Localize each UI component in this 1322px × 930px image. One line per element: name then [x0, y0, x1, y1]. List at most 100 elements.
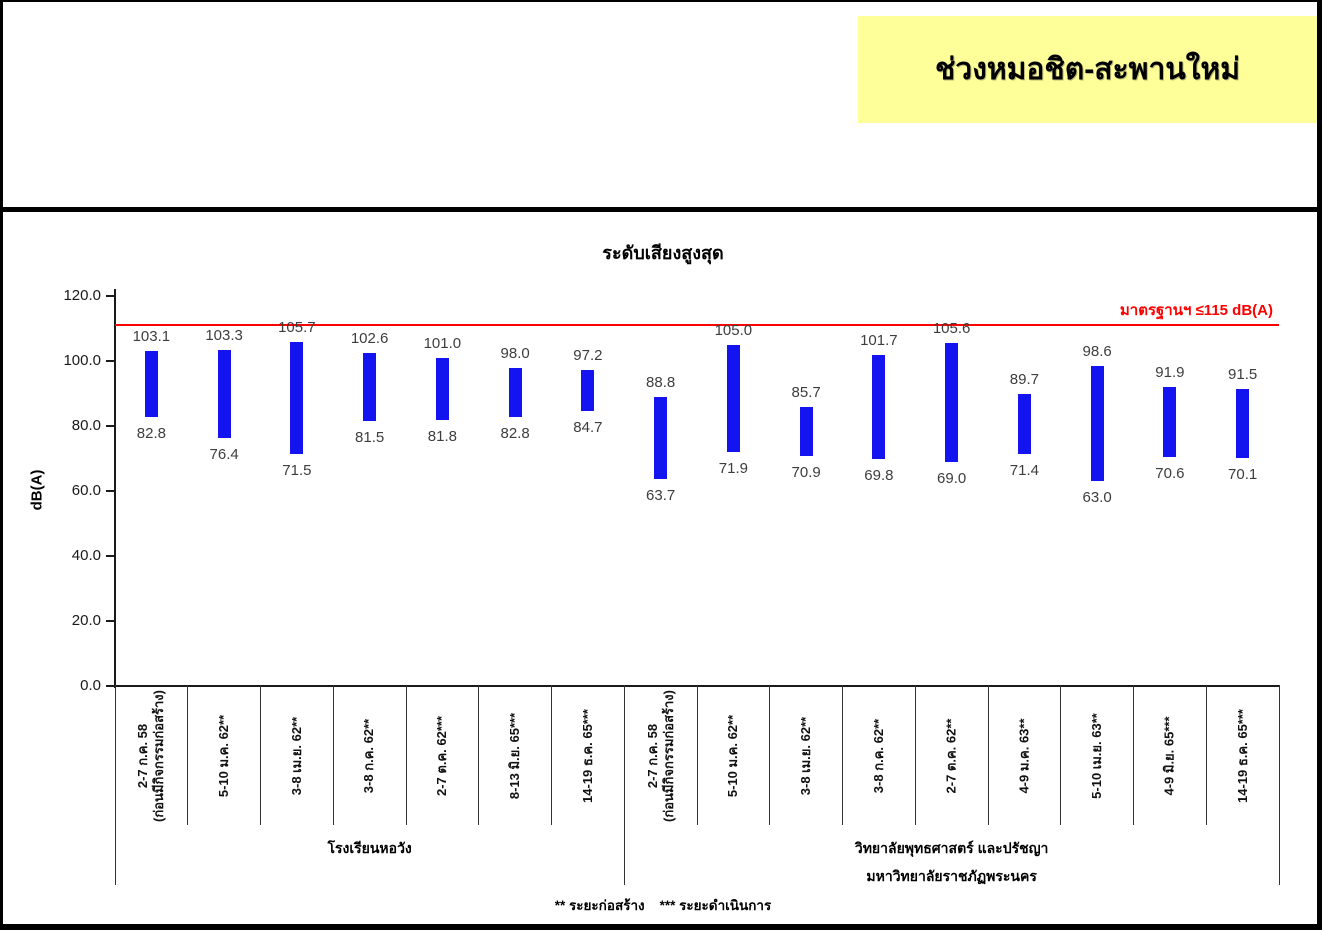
category-divider: [260, 685, 261, 825]
max-value-label: 91.9: [1155, 364, 1185, 382]
x-category-label: 3-8 เม.ย. 62**: [798, 716, 814, 796]
range-bar: [726, 344, 740, 453]
max-value-label: 101.0: [423, 334, 462, 352]
min-value-label: 82.8: [136, 424, 166, 442]
category-divider: [332, 685, 334, 825]
chart-panel: ระดับเสียงสูงสุด มาตรฐานฯ ≤115 dB(A) dB(…: [3, 212, 1317, 924]
category-divider: [405, 685, 407, 825]
min-value-label: 69.8: [864, 467, 894, 485]
min-value-label: 81.8: [427, 428, 457, 446]
x-category-label: 2-7 ก.ค. 58 (ก่อนมีกิจกรรมก่อสร้าง): [135, 690, 167, 822]
min-value-label: 63.0: [1082, 489, 1112, 507]
category-divider: [1133, 685, 1134, 825]
range-bar: [945, 342, 959, 462]
station-group-label: วิทยาลัยพุทธศาสตร์ และปรัชญา: [854, 840, 1049, 856]
x-category-label: 8-13 มิ.ย. 65***: [507, 712, 523, 800]
y-tick-label: 80.0: [71, 417, 101, 434]
x-category-cell: 5-10 เม.ย. 63**: [1061, 690, 1134, 822]
min-value-label: 81.5: [355, 429, 385, 447]
x-category-label: 5-10 ม.ค. 62**: [216, 714, 232, 798]
section-title: ช่วงหมอชิต-สะพานใหม่: [934, 53, 1240, 86]
category-divider: [1205, 685, 1207, 825]
x-category-cell: 3-8 เม.ย. 62**: [261, 690, 334, 822]
category-divider: [987, 685, 989, 825]
x-category-cell: 14-19 ธ.ค. 65***: [1206, 690, 1279, 822]
max-value-label: 102.6: [350, 329, 389, 347]
y-tick: [106, 425, 115, 427]
range-bar: [799, 407, 813, 456]
min-value-label: 71.9: [718, 460, 748, 478]
y-tick-label: 100.0: [63, 352, 101, 369]
max-value-label: 88.8: [646, 374, 676, 392]
max-value-label: 105.6: [932, 319, 971, 337]
max-value-label: 103.3: [205, 327, 243, 345]
range-bar: [144, 350, 158, 417]
x-category-cell: 4-9 มิ.ย. 65***: [1134, 690, 1207, 822]
range-bar: [654, 397, 668, 479]
range-bar: [1017, 394, 1031, 454]
category-divider: [478, 685, 480, 825]
min-value-label: 71.5: [282, 461, 312, 479]
x-axis-line: [106, 685, 1279, 687]
max-value-label: 105.7: [278, 319, 316, 337]
y-tick-label: 40.0: [71, 547, 101, 564]
max-value-label: 91.5: [1228, 365, 1258, 383]
section-title-box: ช่วงหมอชิต-สะพานใหม่: [858, 16, 1317, 123]
category-divider: [114, 685, 116, 885]
range-bar: [217, 350, 231, 438]
range-bar: [1163, 387, 1177, 457]
x-category-label: 2-7 ต.ค. 62**: [943, 718, 959, 794]
x-category-label: 14-19 ธ.ค. 65***: [579, 709, 595, 803]
category-divider: [187, 685, 189, 825]
category-divider: [551, 685, 552, 825]
category-divider: [914, 685, 916, 825]
x-category-label: 4-9 ม.ค. 63**: [1016, 718, 1032, 794]
station-group-label: โรงเรียนหอวัง: [327, 840, 412, 856]
category-divider: [1060, 685, 1062, 825]
x-category-cell: 4-9 ม.ค. 63**: [988, 690, 1061, 822]
y-tick: [106, 620, 115, 622]
range-bar: [1090, 365, 1104, 482]
x-category-cell: 5-10 ม.ค. 62**: [697, 690, 770, 822]
x-category-label: 3-8 เม.ย. 62**: [288, 716, 304, 796]
category-divider: [842, 685, 843, 825]
min-value-label: 70.6: [1155, 464, 1185, 482]
max-value-label: 103.1: [132, 327, 171, 345]
y-tick-label: 20.0: [71, 612, 101, 629]
x-category-label: 5-10 ม.ค. 62**: [725, 714, 741, 798]
y-tick-label: 120.0: [63, 287, 101, 304]
x-category-label: 2-7 ต.ค. 62***: [434, 715, 450, 797]
min-value-label: 69.0: [937, 469, 967, 487]
x-category-cell: 8-13 มิ.ย. 65***: [479, 690, 552, 822]
range-bar: [290, 342, 304, 454]
category-divider: [696, 685, 698, 825]
max-value-label: 101.7: [860, 332, 898, 350]
min-value-label: 76.4: [209, 445, 239, 463]
min-value-label: 84.7: [573, 418, 603, 436]
x-category-label: 5-10 เม.ย. 63**: [1089, 713, 1105, 799]
standard-limit-line: [115, 324, 1279, 327]
max-value-label: 98.6: [1082, 342, 1112, 360]
footnote: ** ระยะก่อสร้าง *** ระยะดำเนินการ: [554, 898, 772, 913]
header-panel: ช่วงหมอชิต-สะพานใหม่: [3, 2, 1317, 212]
y-tick: [106, 490, 115, 492]
x-category-cell: 2-7 ก.ค. 58 (ก่อนมีกิจกรรมก่อสร้าง): [624, 690, 697, 822]
range-bar: [508, 367, 522, 417]
y-tick-label: 0.0: [80, 677, 101, 694]
x-category-label: 3-8 ก.ค. 62**: [870, 718, 886, 794]
plot-area: 0.0 20.0 40.0 60.0 80.0 100.0 120.0 103.1 82.8 10…: [3, 212, 1317, 924]
y-tick: [106, 360, 115, 362]
category-divider: [623, 685, 626, 885]
range-bar: [363, 352, 377, 422]
x-category-cell: 3-8 ก.ค. 62**: [333, 690, 406, 822]
min-value-label: 70.1: [1228, 466, 1258, 484]
x-category-label: 2-7 ก.ค. 58 (ก่อนมีกิจกรรมก่อสร้าง): [644, 690, 676, 822]
y-tick-label: 60.0: [71, 482, 101, 499]
min-value-label: 82.8: [500, 424, 530, 442]
category-divider: [769, 685, 771, 825]
range-bar: [872, 355, 886, 460]
range-bar: [1236, 388, 1250, 459]
max-value-label: 98.0: [500, 344, 530, 362]
station-group-label: มหาวิทยาลัยราชภัฏพระนคร: [866, 868, 1037, 884]
